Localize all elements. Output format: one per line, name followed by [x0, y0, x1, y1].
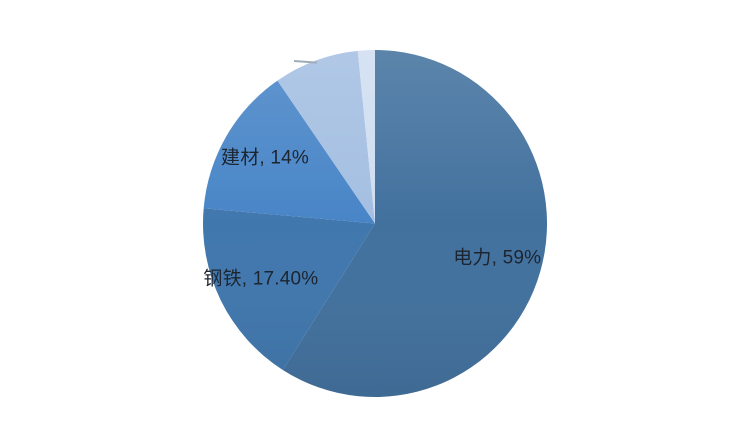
pie-gloss-overlay [203, 50, 547, 397]
